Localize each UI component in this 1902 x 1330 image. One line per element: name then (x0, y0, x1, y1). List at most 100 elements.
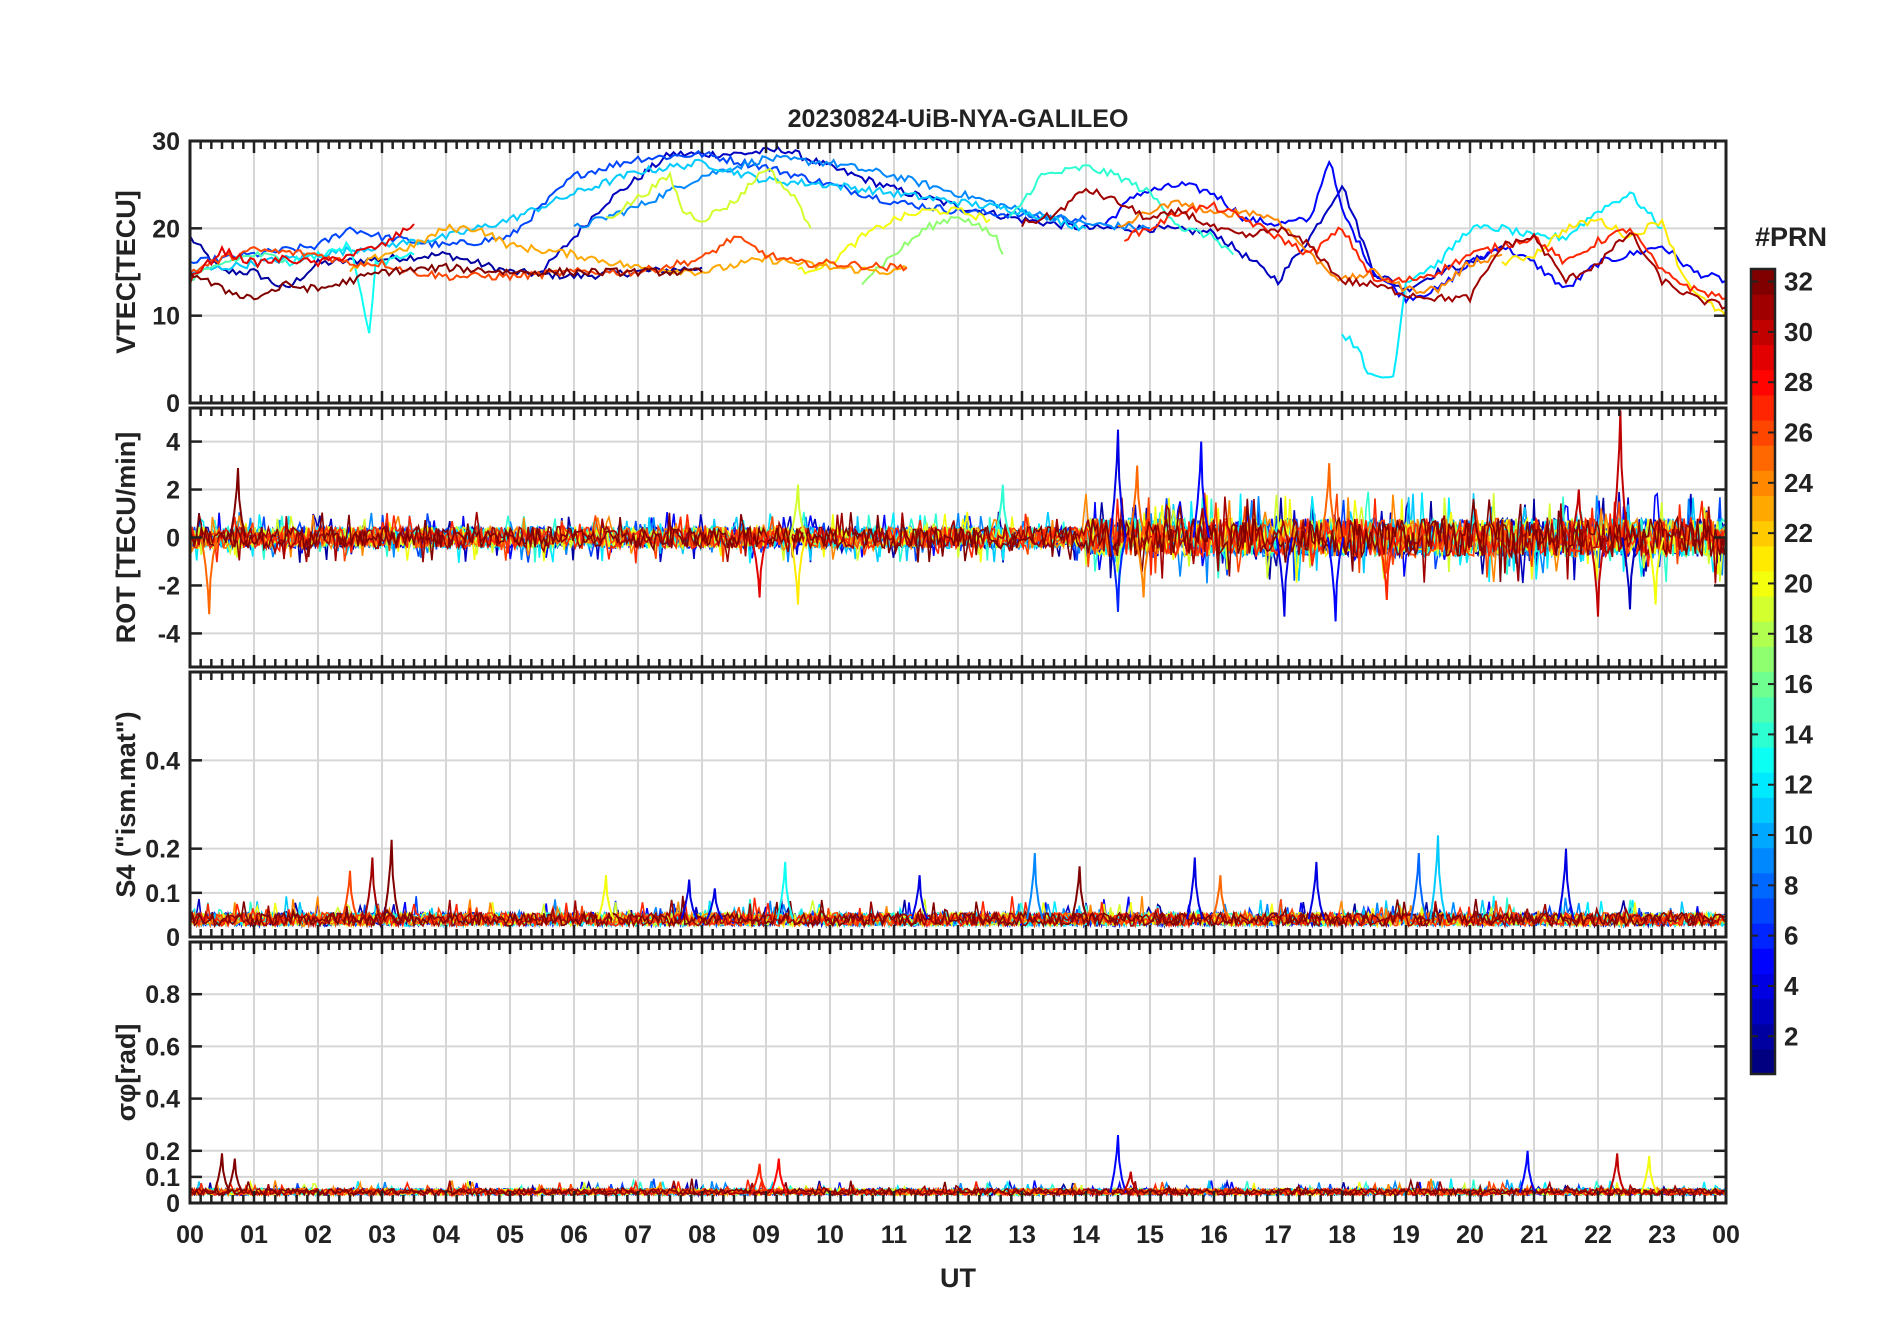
frame-vtec (188, 139, 1728, 405)
x-tick-label: 06 (560, 1221, 588, 1249)
x-axis-label: UT (940, 1263, 976, 1293)
ytick-label-rot: 0 (166, 525, 180, 553)
spike-prn-5 (1109, 1135, 1127, 1193)
colorbar-band (1751, 746, 1775, 773)
ytick-label-rot: 4 (166, 429, 180, 457)
colorbar-tick-label: 30 (1784, 317, 1813, 347)
colorbar-tick-label: 16 (1784, 669, 1813, 699)
series-prn-32 (190, 895, 1725, 929)
spike-prn-8 (1410, 853, 1428, 920)
y-axis-label-sigphi: σφ[rad] (111, 1024, 141, 1122)
series-prn-9 (573, 153, 1151, 231)
colorbar-tick-label: 6 (1784, 921, 1798, 951)
spike-prn-3 (1621, 537, 1639, 610)
series-prn-26 (190, 235, 908, 282)
x-tick-label: 00 (176, 1221, 204, 1249)
colorbar-tick-label: 26 (1784, 418, 1813, 448)
x-tick-label: 09 (752, 1221, 780, 1249)
data-rot (190, 410, 1726, 622)
series-prn-12 (1341, 191, 1663, 379)
x-tick-label: 10 (816, 1221, 844, 1249)
panel-sigphi: 00.10.2 0.4 0.6 0.8σφ[rad] (111, 940, 1728, 1218)
y-axis-label-s4: S4 ("ism.mat") (111, 711, 141, 897)
y-axis-label-rot: ROT [TECU/min] (111, 432, 141, 643)
ytick-label-vtec: 10 (152, 303, 180, 331)
series-prn-27 (1123, 200, 1726, 301)
ytick-label-s4: 0 (166, 924, 180, 952)
data-vtec (190, 145, 1726, 379)
series-prn-32 (190, 262, 703, 301)
spike-prn-6 (1109, 537, 1127, 612)
colorbar-tick-label: 10 (1784, 820, 1813, 850)
spike-prn-11 (1429, 835, 1447, 920)
x-tick-label: 23 (1648, 1221, 1676, 1249)
colorbar-tick-label: 12 (1784, 770, 1813, 800)
colorbar-band (1751, 596, 1775, 622)
ticks-sigphi (188, 942, 1728, 1205)
spike-prn-30 (1570, 489, 1588, 538)
colorbar-band (1751, 1048, 1775, 1075)
x-tick-label: 21 (1520, 1221, 1548, 1249)
ytick-label-rot: 2 (166, 477, 180, 505)
x-tick-label: 08 (688, 1221, 716, 1249)
colorbar-band (1751, 344, 1775, 371)
panel-rot: -4 -2 0 2 4 ROT [TECU/min] (111, 406, 1728, 669)
colorbar-band (1751, 294, 1775, 320)
series-prn-9 (190, 495, 1726, 584)
spike-prn-32 (213, 1153, 231, 1193)
colorbar-frame (1749, 267, 1777, 1076)
colorbar-tick-label: 28 (1784, 367, 1813, 397)
spike-prn-32 (382, 839, 401, 920)
colorbar-tick-label: 4 (1784, 971, 1799, 1001)
colorbar-band (1751, 897, 1775, 924)
spike-prn-29 (750, 537, 769, 598)
colorbar-band (1751, 998, 1775, 1025)
x-tick-label: 18 (1328, 1221, 1356, 1249)
spike-prn-30 (1589, 537, 1607, 617)
spike-prn-5 (1326, 537, 1345, 622)
ytick-label-s4: 0.1 (145, 880, 180, 908)
series-prn-15 (190, 250, 287, 282)
x-tick-label: 20 (1456, 1221, 1484, 1249)
colorbar-band (1751, 646, 1775, 673)
series-prn-23 (349, 223, 908, 277)
x-tick-label: 07 (624, 1221, 652, 1249)
ytick-label-rot: -2 (158, 572, 180, 600)
series-prn-31 (1021, 187, 1726, 311)
spike-prn-20 (1646, 537, 1665, 605)
spike-prn-4 (910, 875, 929, 920)
series-prn-5 (1104, 159, 1726, 305)
x-tick-label: 17 (1264, 1221, 1292, 1249)
x-tick-labels: 00 01 02 03 04 05 06 07 08 09 10 11 12 13 14 15 16 17 18 19… (176, 1221, 1740, 1249)
x-tick-label: 00 (1712, 1221, 1740, 1249)
panel-s4: 0 0.1 0.2 0.4S4 ("ism.mat") (111, 670, 1728, 952)
ytick-label-sigphi: 0.1 (145, 1164, 180, 1192)
colorbar-band (1751, 495, 1775, 522)
x-tick-label: 14 (1072, 1221, 1100, 1249)
spike-prn-32 (1070, 866, 1089, 920)
ytick-label-vtec: 30 (152, 128, 180, 156)
spike-prn-31 (363, 857, 382, 920)
series-prn-21 (1501, 217, 1726, 317)
spike-prn-26 (341, 870, 359, 920)
colorbar-tick-label: 20 (1784, 568, 1813, 598)
colorbar-band (1751, 696, 1775, 723)
x-tick-label: 13 (1008, 1221, 1036, 1249)
colorbar-band (1751, 847, 1775, 874)
spike-prn-28 (770, 1158, 788, 1194)
spike-prn-5 (1518, 1150, 1537, 1193)
x-tick-label: 04 (432, 1221, 460, 1249)
spike-prn-4 (1275, 537, 1294, 617)
spike-prn-20 (597, 875, 615, 920)
colorbar-tick-label: 14 (1784, 719, 1813, 749)
data-s4 (190, 835, 1726, 930)
spike-prn-21 (789, 537, 807, 605)
spike-prn-13 (776, 861, 794, 920)
series-prn-7 (190, 149, 1087, 267)
colorbar-band (1751, 797, 1775, 824)
ytick-label-sigphi: 0.8 (145, 981, 180, 1009)
spike-prn-4 (706, 888, 724, 920)
x-tick-label: 11 (881, 1221, 908, 1249)
spike-prn-4 (680, 879, 698, 920)
